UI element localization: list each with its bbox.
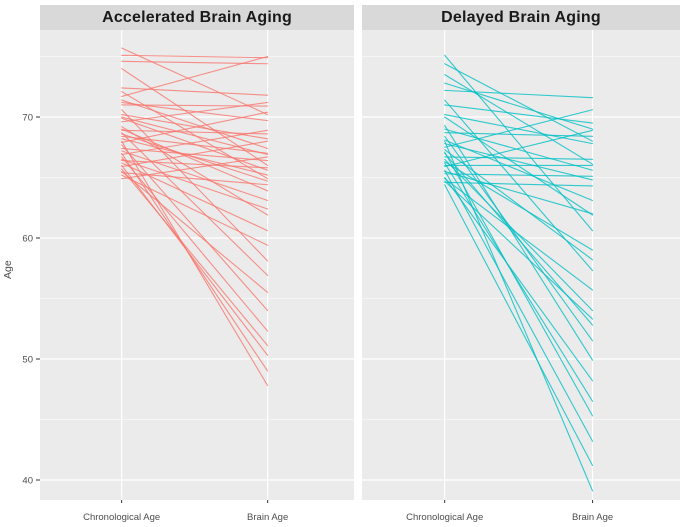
slope-line [444, 135, 594, 342]
slope-line [121, 140, 269, 387]
slope-line [444, 143, 594, 181]
slope-line [444, 173, 594, 177]
y-tick-label: 70 [22, 113, 33, 124]
facet-strip-delayed: Delayed Brain Aging [362, 5, 680, 30]
slope-line [121, 101, 269, 122]
slope-line [121, 47, 269, 116]
slope-line [121, 129, 269, 135]
slope-line [444, 176, 594, 382]
slope-line [444, 54, 594, 232]
slope-line [444, 158, 594, 312]
slope-line [121, 54, 269, 59]
slope-line [121, 138, 269, 176]
slope-line [444, 162, 594, 402]
slope-line [444, 114, 594, 145]
slope-line [121, 116, 269, 156]
slope-line [444, 129, 594, 168]
slope-line [121, 101, 269, 123]
slope-line [444, 116, 594, 216]
slope-line [444, 170, 594, 215]
slope-line [121, 55, 269, 97]
slope-line [121, 132, 269, 277]
x-tick-label: Chronological Age [83, 512, 160, 523]
panel-delayed [362, 30, 680, 500]
slope-line [444, 169, 594, 442]
slope-line [121, 170, 269, 294]
slope-line [121, 128, 269, 192]
slope-line [121, 150, 269, 202]
slope-line [121, 117, 269, 171]
facet-strip-label: Accelerated Brain Aging [102, 8, 292, 26]
slope-line [121, 140, 269, 168]
slope-line [444, 181, 594, 187]
slope-line [121, 158, 269, 210]
slope-line [444, 74, 594, 165]
slope-line [121, 133, 269, 182]
slope-line [444, 128, 594, 171]
slope-line [444, 89, 594, 99]
slope-line [121, 91, 269, 180]
slope-line [121, 129, 269, 156]
slope-line [121, 160, 269, 169]
x-tick-label: Brain Age [572, 512, 613, 523]
slope-line [444, 104, 594, 124]
y-tick-label: 40 [22, 476, 33, 487]
slope-line [444, 161, 594, 251]
y-axis-title: Age [2, 260, 14, 280]
x-tick-label: Chronological Age [406, 512, 483, 523]
slope-line [444, 180, 594, 320]
slope-line [121, 99, 269, 150]
slope-line [444, 82, 594, 130]
slope-line [444, 99, 594, 272]
slope-line [121, 156, 269, 332]
slope-line [444, 109, 594, 148]
facet-strip-accelerated: Accelerated Brain Aging [40, 5, 354, 30]
slope-line [444, 151, 594, 417]
slope-line [444, 124, 594, 361]
slope-line [121, 109, 269, 262]
slope-line [121, 87, 269, 96]
slope-line [121, 144, 269, 312]
slope-line [121, 68, 269, 166]
slope-line [444, 156, 594, 160]
slope-line [121, 156, 269, 180]
slope-line [444, 140, 594, 492]
slope-line [121, 168, 269, 347]
y-tick-label: 60 [22, 234, 33, 245]
slope-line [121, 152, 269, 372]
y-tick-label: 50 [22, 355, 33, 366]
x-tick-label: Brain Age [247, 512, 288, 523]
slope-line [444, 63, 594, 142]
slope-line [444, 184, 594, 467]
slope-line [121, 164, 269, 356]
facet-strip-label: Delayed Brain Aging [441, 8, 601, 26]
slope-line [121, 174, 269, 246]
slope-line [444, 149, 594, 261]
